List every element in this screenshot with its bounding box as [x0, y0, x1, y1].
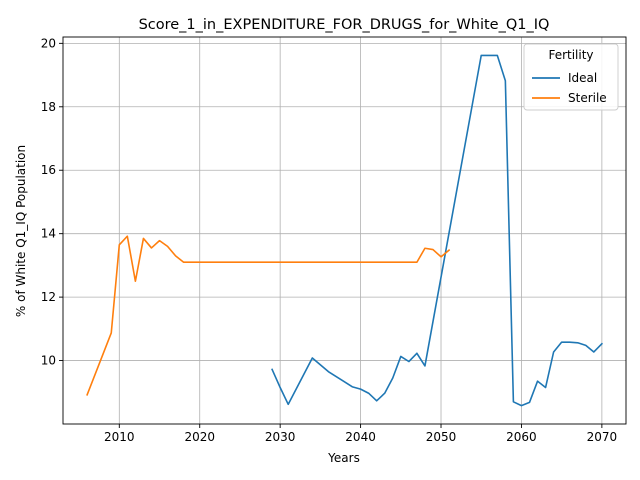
y-tick-label: 12	[41, 290, 56, 304]
y-tick-label: 14	[41, 227, 56, 241]
legend-label-ideal: Ideal	[568, 71, 597, 85]
x-tick-label: 2060	[506, 430, 537, 444]
y-tick-label: 20	[41, 36, 56, 50]
legend-box	[523, 43, 619, 111]
series-line-ideal	[271, 54, 604, 407]
y-axis-label: % of White Q1_IQ Population	[14, 145, 28, 317]
y-tick-label: 18	[41, 100, 56, 114]
x-tick-label: 2070	[587, 430, 618, 444]
series-line-sterile	[86, 235, 451, 396]
legend: Fertility Ideal Sterile	[523, 43, 619, 111]
x-tick-label: 2050	[426, 430, 457, 444]
x-tick-label: 2020	[184, 430, 215, 444]
x-tick-label: 2040	[345, 430, 376, 444]
plot-frame	[62, 36, 627, 425]
legend-label-sterile: Sterile	[568, 91, 607, 105]
legend-title: Fertility	[548, 48, 593, 62]
chart-title: Score_1_in_EXPENDITURE_FOR_DRUGS_for_Whi…	[139, 17, 550, 33]
x-tick-label: 2030	[265, 430, 296, 444]
y-tick-label: 10	[41, 354, 56, 368]
x-axis-label: Years	[327, 451, 360, 465]
x-tick-label: 2010	[104, 430, 135, 444]
y-tick-label: 16	[41, 163, 56, 177]
